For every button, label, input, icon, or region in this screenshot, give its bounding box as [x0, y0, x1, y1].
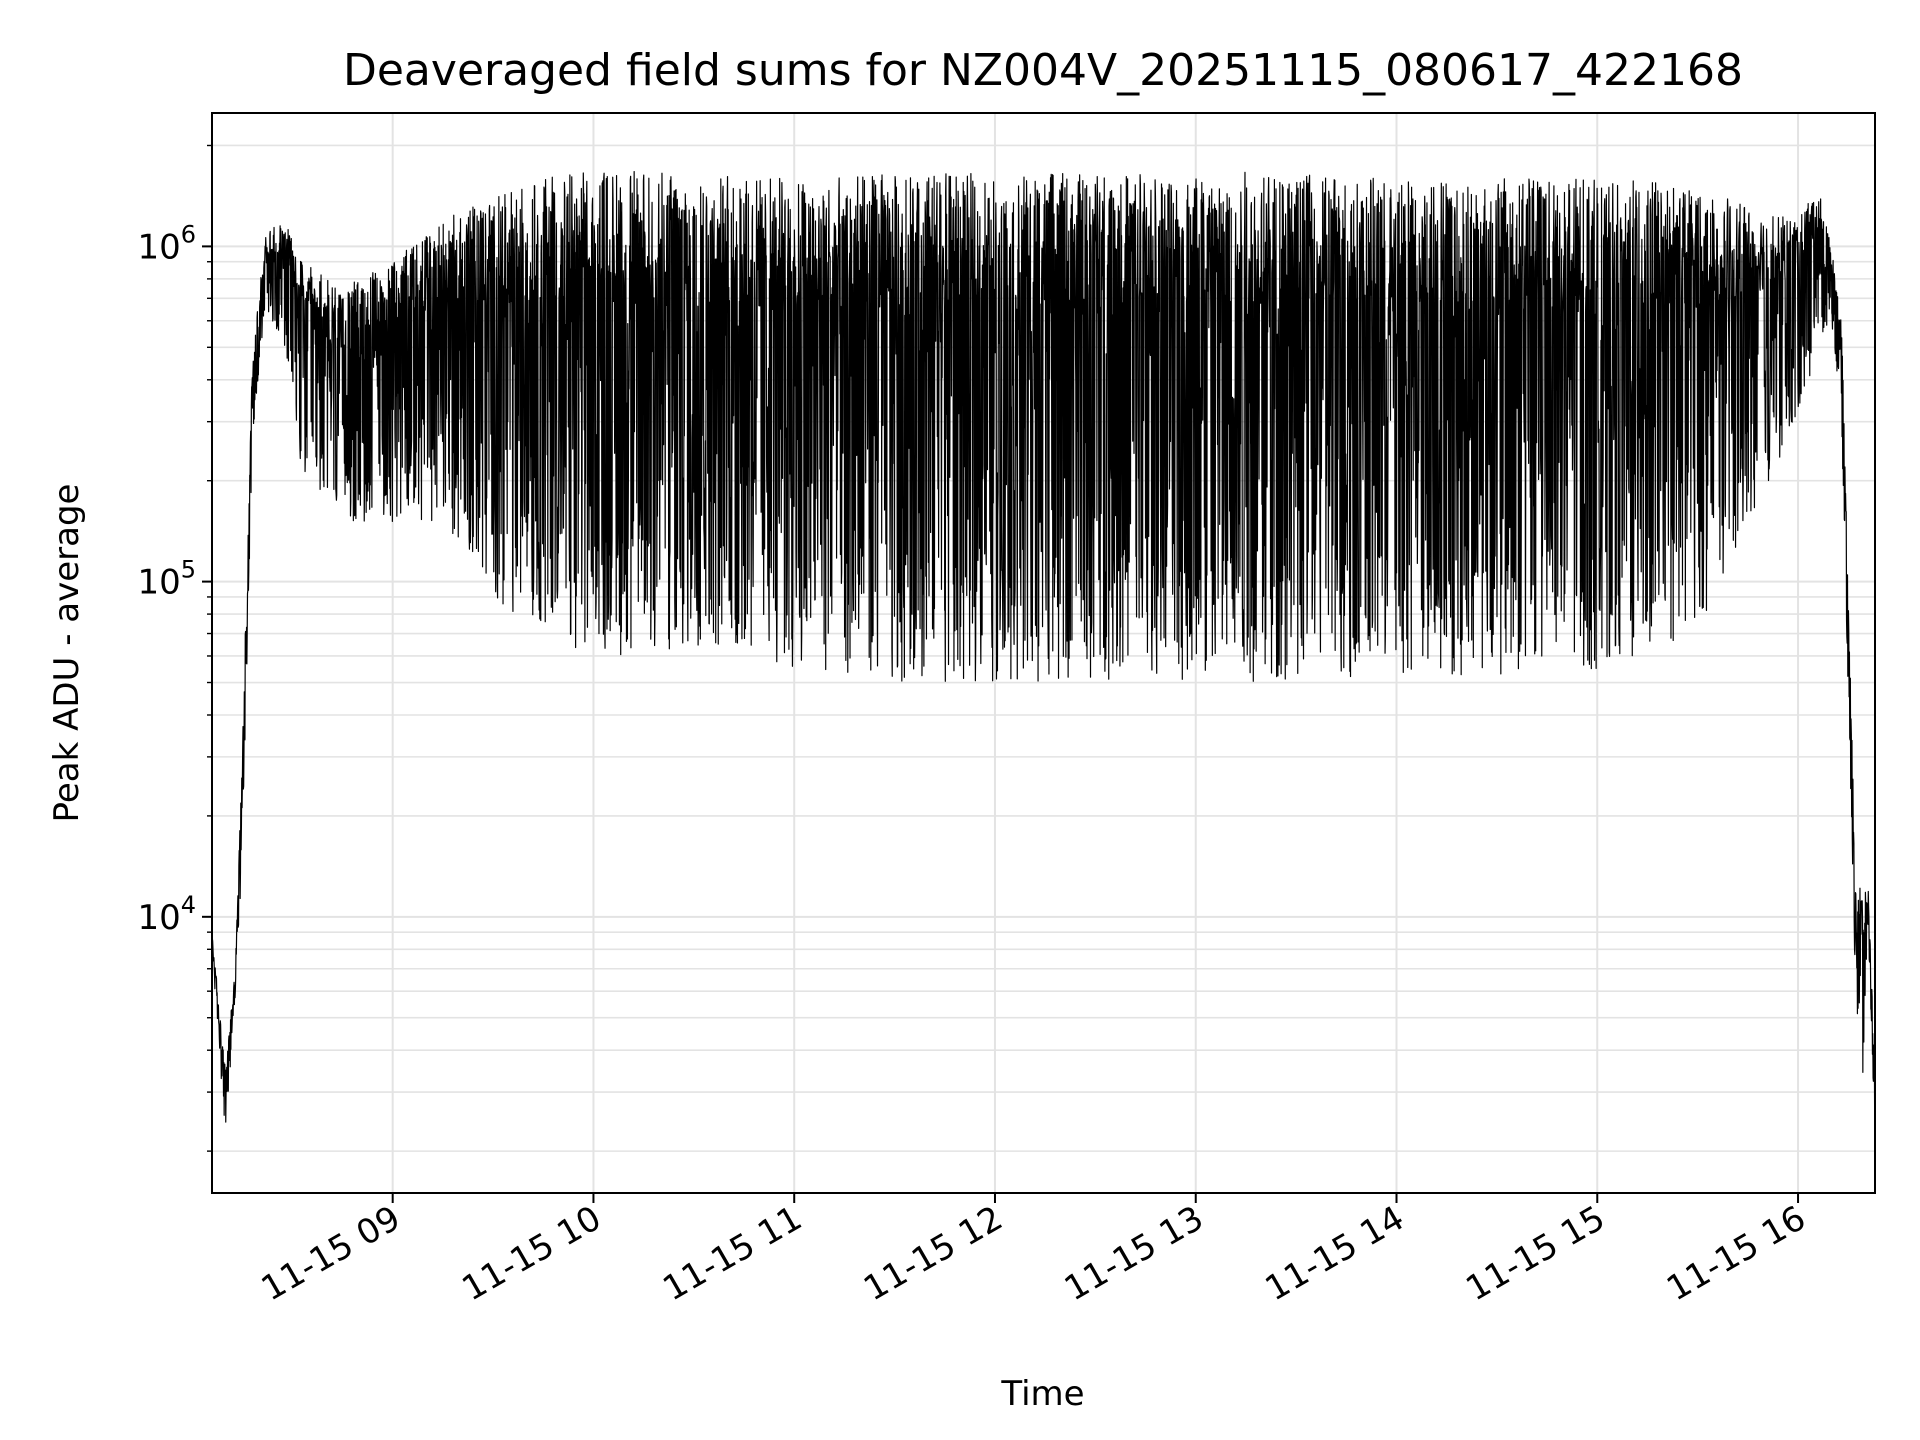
- y-tick-exponent: 5: [181, 556, 196, 584]
- series-line: [211, 170, 1876, 1125]
- plot-frame: [211, 112, 1876, 1194]
- y-tick-label: 104: [137, 891, 196, 938]
- y-tick-exponent: 4: [181, 891, 196, 919]
- y-tick-label: 106: [137, 220, 196, 267]
- chart-title: Deaveraged field sums for NZ004V_2025111…: [343, 45, 1743, 96]
- y-tick-base: 10: [137, 898, 180, 938]
- x-axis-label: Time: [1000, 1374, 1084, 1414]
- y-tick-base: 10: [137, 563, 180, 603]
- y-axis-label: Peak ADU - average: [47, 484, 87, 823]
- y-tick-base: 10: [137, 227, 180, 267]
- y-tick-label: 105: [137, 556, 196, 603]
- data-series: [211, 170, 1876, 1125]
- y-tick-exponent: 6: [181, 220, 196, 248]
